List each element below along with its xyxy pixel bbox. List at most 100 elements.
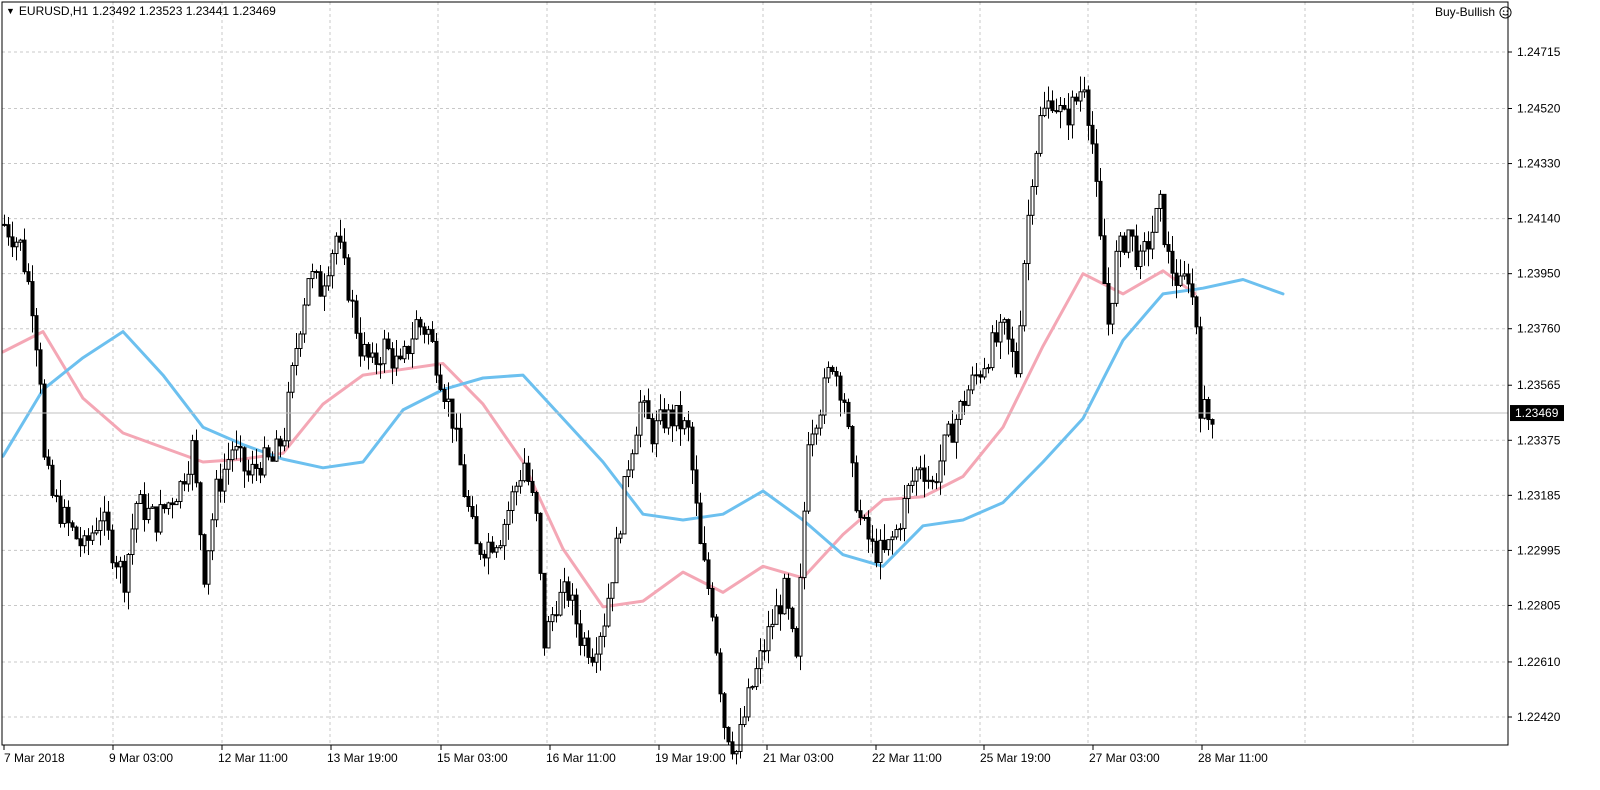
candle [794,626,799,659]
candle [402,340,407,364]
ma-fast-line [1,269,1197,609]
candle [1182,260,1187,280]
candle [506,501,511,540]
candle [526,455,531,486]
candle [406,345,411,360]
candle [550,607,555,632]
chart-menu-triangle-icon[interactable]: ▼ [6,6,15,16]
candle [310,263,315,289]
candle [458,412,463,466]
candle [86,528,91,555]
y-tick-label: 1.22610 [1517,655,1561,669]
candle [250,450,255,484]
x-tick-label: 22 Mar 11:00 [872,751,942,765]
candle [1054,98,1059,114]
candle [1194,295,1199,335]
candle [450,398,455,443]
candle [42,379,47,460]
candle [558,579,563,617]
candle [946,421,951,438]
y-tick-label: 1.23565 [1517,378,1561,392]
x-tick-label: 27 Mar 03:00 [1089,751,1160,765]
candle [162,503,167,514]
candle [838,372,843,417]
candle [1118,232,1123,268]
candle [710,582,715,622]
candle [926,465,931,489]
y-tick-label: 1.23375 [1517,433,1561,447]
candle [218,463,223,503]
candle [102,496,107,536]
candle [790,606,795,633]
candle [758,638,763,684]
candle [522,448,527,483]
candle [442,384,447,410]
candle [198,481,203,550]
candle [998,313,1003,360]
candle [438,364,443,392]
candle [1186,263,1191,294]
expert-advisor-label[interactable]: Buy-Bullish [1435,5,1512,19]
candle [1078,76,1083,112]
candle [1166,231,1171,264]
candle [1030,179,1035,225]
candle [594,637,599,674]
x-tick-label: 12 Mar 11:00 [218,751,288,765]
candle [762,639,767,661]
candle [274,430,279,462]
y-tick-label: 1.22805 [1517,598,1561,612]
candle [414,310,419,340]
candle [742,705,747,728]
candle [1146,231,1151,267]
candle [1154,207,1159,233]
candle [1138,244,1143,280]
candle [962,390,967,415]
candle [746,678,751,722]
plot-frame [1,1,1509,746]
candle [26,263,31,285]
moving-averages [1,269,1285,609]
candle [1202,385,1207,420]
candle [614,526,619,584]
candle [318,264,323,297]
candle [1082,76,1087,98]
candle [1066,93,1071,141]
candle [234,430,239,460]
candle [738,707,743,759]
candle [598,632,603,671]
candle [46,449,51,470]
candle [754,657,759,690]
candle [1042,91,1047,118]
candle [98,507,103,546]
x-tick-label: 19 Mar 19:00 [655,751,726,765]
y-tick-label: 1.23760 [1517,322,1561,336]
candle [774,588,779,625]
candle [134,501,139,543]
candle [830,365,835,375]
candle [70,520,75,532]
candle [1122,232,1127,255]
ma-slow-line [1,278,1285,568]
candle [846,398,851,430]
candle [474,504,479,545]
candle [618,530,623,544]
candle [534,490,539,522]
candle [1142,232,1147,266]
candle [514,481,519,506]
candle [190,434,195,491]
candle [126,552,131,610]
candle [986,363,991,374]
y-tick-label: 1.23950 [1517,267,1561,281]
candle [1002,317,1007,335]
candle [222,453,227,503]
candle [930,475,935,490]
candle [778,594,783,631]
candle [1158,190,1163,222]
candle [638,389,643,448]
candle [678,391,683,446]
candle [262,436,267,478]
candle [242,446,247,488]
candle [78,526,83,557]
